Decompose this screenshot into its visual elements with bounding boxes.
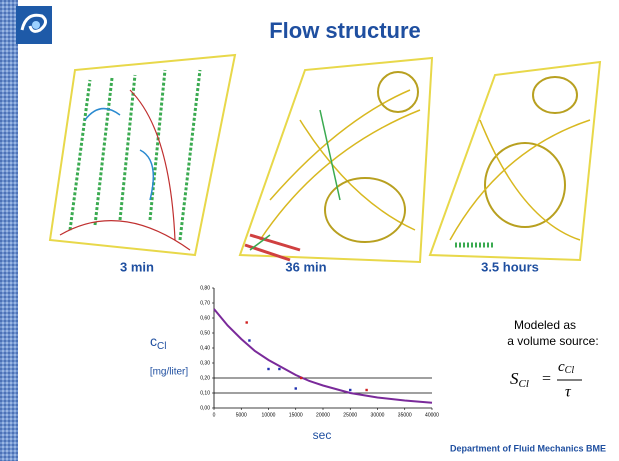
logo (16, 6, 52, 44)
formula-eq: = (542, 371, 551, 388)
x-tick-label: 25000 (343, 412, 357, 418)
y-tick-label: 0,10 (200, 390, 210, 396)
x-tick-label: 5000 (236, 412, 247, 418)
y-tick-label: 0,40 (200, 345, 210, 351)
measured-point (248, 339, 250, 341)
formula-lhs-sub: Cl (519, 378, 529, 390)
caption: 3 min (120, 259, 154, 274)
y-tick-label: 0,50 (200, 330, 210, 336)
note: Modeled as (514, 318, 576, 332)
x-axis-label: sec (313, 428, 332, 442)
y-tick-label: 0,20 (200, 375, 210, 381)
caption: 36 min (285, 259, 326, 274)
y-tick-label: 0,80 (200, 285, 210, 291)
y-label-sub: Cl (157, 341, 166, 352)
y-tick-label: 0,30 (200, 360, 210, 366)
y-tick-label: 0,60 (200, 315, 210, 321)
x-tick-label: 30000 (371, 412, 385, 418)
x-tick-label: 40000 (425, 412, 439, 418)
side-strip (0, 0, 18, 461)
x-tick-label: 35000 (398, 412, 412, 418)
x-tick-label: 0 (213, 412, 216, 418)
x-tick-label: 20000 (316, 412, 330, 418)
measured-point (349, 389, 351, 391)
measured-point (365, 389, 367, 391)
measured-point (300, 377, 302, 379)
measured-point (278, 368, 280, 370)
footer: Department of Fluid Mechanics BME (450, 443, 606, 453)
x-tick-label: 15000 (289, 412, 303, 418)
note: a volume source: (507, 334, 598, 348)
title: Flow structure (269, 18, 421, 43)
y-tick-label: 0,70 (200, 300, 210, 306)
formula-num-sub: Cl (565, 365, 575, 376)
measured-point (246, 321, 248, 323)
measured-point (295, 387, 297, 389)
y-unit: [mg/liter] (150, 367, 189, 378)
y-tick-label: 0,00 (200, 405, 210, 411)
measured-point (267, 368, 269, 370)
x-tick-label: 10000 (262, 412, 276, 418)
slide: Flow structure 3 min 36 min 3.5 hours cC… (0, 0, 619, 461)
y-label-main: c (150, 333, 157, 349)
caption: 3.5 hours (481, 259, 539, 274)
